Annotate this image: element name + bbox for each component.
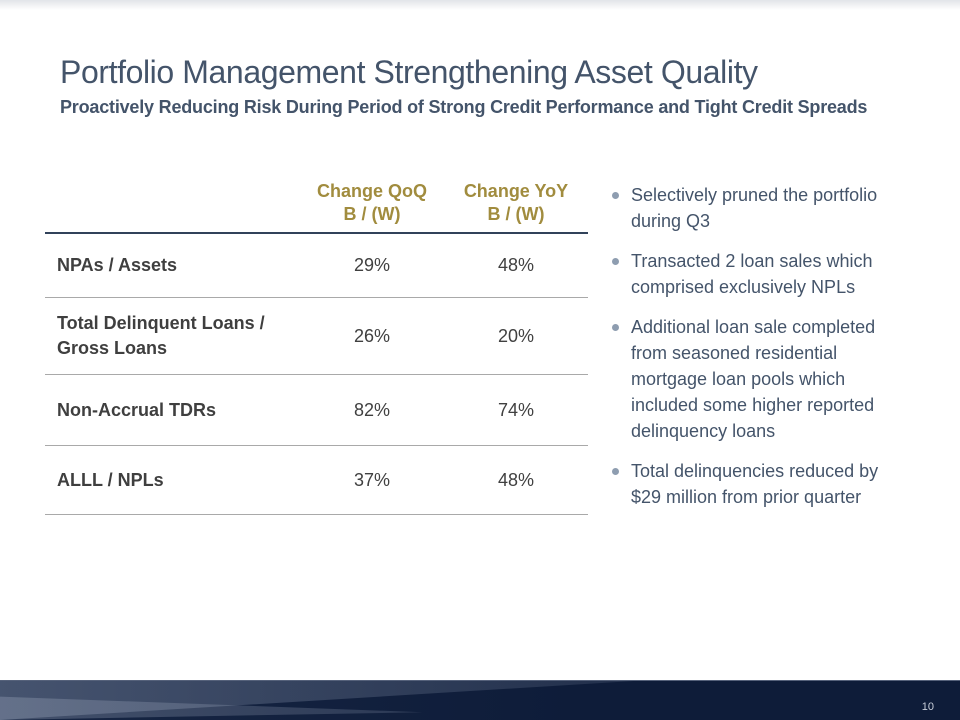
bullet-dot-icon bbox=[612, 468, 619, 475]
bullet-text: Total delinquencies reduced by $29 milli… bbox=[631, 461, 879, 507]
bullet-text: Selectively pruned the portfolio during … bbox=[631, 185, 878, 231]
table-header-row: Change QoQ B / (W) Change YoY B / (W) bbox=[45, 178, 588, 234]
page-number: 10 bbox=[921, 701, 934, 713]
title-block: Portfolio Management Strengthening Asset… bbox=[60, 54, 920, 118]
row-label: NPAs / Assets bbox=[57, 255, 178, 275]
yoy-value: 48% bbox=[497, 469, 535, 490]
bullet-text: Additional loan sale completed from seas… bbox=[631, 317, 876, 441]
yoy-value: 48% bbox=[497, 255, 535, 275]
bullet-dot-icon bbox=[612, 258, 619, 265]
qoq-value: 26% bbox=[353, 325, 391, 346]
slide-subtitle: Proactively Reducing Risk During Period … bbox=[60, 96, 868, 117]
column-header-change-qoq: Change QoQ B / (W) bbox=[316, 181, 427, 224]
list-item: Transacted 2 loan sales which comprised … bbox=[606, 248, 922, 300]
list-item: Total delinquencies reduced by $29 milli… bbox=[606, 458, 922, 510]
table-row: Total Delinquent Loans / Gross Loans 26%… bbox=[45, 298, 588, 375]
yoy-value: 74% bbox=[497, 399, 535, 420]
table-row: ALLL / NPLs 37% 48% bbox=[45, 446, 588, 515]
asset-quality-table: Change QoQ B / (W) Change YoY B / (W) NP… bbox=[45, 178, 588, 515]
bullet-dot-icon bbox=[612, 192, 619, 199]
table-row: Non-Accrual TDRs 82% 74% bbox=[45, 375, 588, 446]
bullet-text: Transacted 2 loan sales which comprised … bbox=[631, 251, 873, 297]
footer-bar: 10 bbox=[0, 680, 960, 720]
row-label: Total Delinquent Loans / Gross Loans bbox=[57, 313, 265, 358]
bullet-dot-icon bbox=[612, 324, 619, 331]
qoq-value: 82% bbox=[353, 399, 391, 420]
yoy-value: 20% bbox=[497, 325, 535, 346]
qoq-value: 29% bbox=[353, 255, 391, 275]
slide-title: Portfolio Management Strengthening Asset… bbox=[60, 54, 758, 90]
row-label: ALLL / NPLs bbox=[57, 469, 164, 490]
column-header-change-yoy: Change YoY B / (W) bbox=[463, 181, 569, 224]
list-item: Selectively pruned the portfolio during … bbox=[606, 182, 922, 234]
list-item: Additional loan sale completed from seas… bbox=[606, 314, 922, 444]
row-label: Non-Accrual TDRs bbox=[57, 399, 217, 420]
highlights-bullet-list: Selectively pruned the portfolio during … bbox=[606, 182, 922, 524]
qoq-value: 37% bbox=[353, 469, 391, 490]
table-row: NPAs / Assets 29% 48% bbox=[45, 234, 588, 298]
